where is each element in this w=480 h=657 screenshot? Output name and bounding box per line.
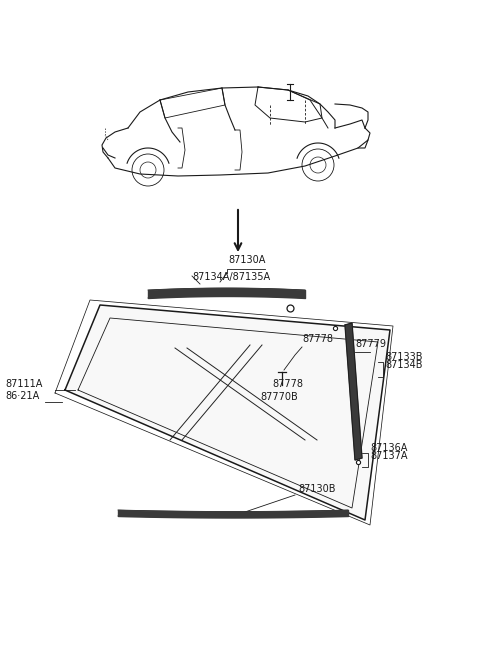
Text: 87136A: 87136A [370,443,408,453]
Text: 87130B: 87130B [298,484,336,494]
Text: 87134B: 87134B [385,360,422,370]
Text: 87133B: 87133B [385,352,422,362]
Polygon shape [65,305,390,520]
Text: 87778: 87778 [302,334,333,344]
Text: 87778: 87778 [272,379,303,389]
Text: 87137A: 87137A [370,451,408,461]
Text: 87779: 87779 [355,339,386,349]
Polygon shape [345,323,362,460]
Text: 87111A: 87111A [5,379,42,389]
Text: 87134A/87135A: 87134A/87135A [192,272,270,282]
Text: 87770B: 87770B [260,392,298,402]
Text: 87130A: 87130A [228,255,265,265]
Text: 86·21A: 86·21A [5,391,39,401]
